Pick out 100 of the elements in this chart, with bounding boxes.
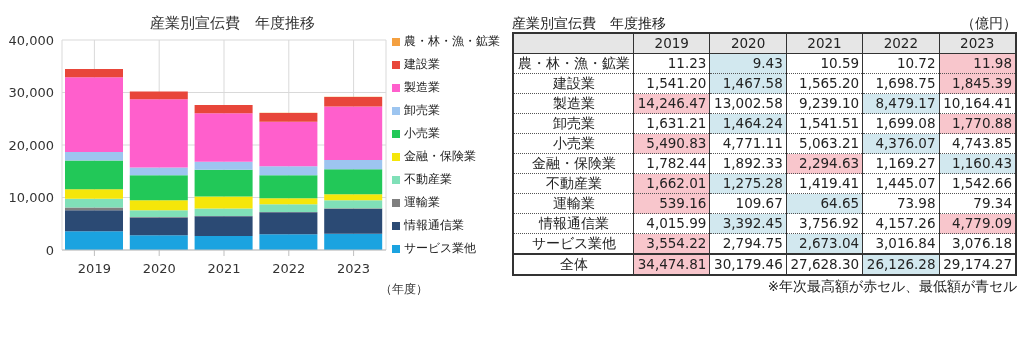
data-label: 1,541.51 [786,113,863,134]
y-tick-label: 建設業 [513,73,634,94]
bar [65,231,123,250]
bar [65,77,123,152]
bar [129,210,188,217]
bar [129,167,188,176]
data-label: 1,770.88 [939,113,1016,134]
data-label: 1,169.27 [862,153,940,174]
bar [65,160,123,190]
x-tick-label: 2020 [142,261,176,277]
data-label: 4,015.99 [633,213,710,234]
bar [65,198,123,208]
bar [259,121,318,167]
x-tick-label: 2023 [337,261,371,277]
data-label: 1,782.44 [633,153,710,174]
data-label: 1,160.43 [939,153,1016,174]
data-label: 30,179.46 [709,254,787,275]
data-label: 2,794.75 [709,233,787,254]
data-label: 10.72 [862,53,940,74]
y-tick-label: 0 [45,242,54,258]
x-tick-label: 2020 [709,33,787,54]
data-label: 4,779.09 [939,213,1016,234]
data-label: 4,157.26 [862,213,940,234]
bar [259,198,318,205]
bar [259,234,318,250]
data-label: 3,016.84 [862,233,940,254]
bar [65,69,123,78]
data-label: 1,565.20 [786,73,863,94]
data-label: 11.98 [939,53,1016,74]
y-tick-label: 農・林・漁・鉱業 [513,53,634,74]
y-tick-label: 卸売業 [513,113,634,134]
bar [324,159,383,170]
legend-label: 建設業 [403,56,441,73]
bar [194,208,253,216]
bar [324,169,383,195]
data-label: 27,628.30 [786,254,863,275]
data-label: 1,419.41 [786,173,863,194]
x-tick-label: 2023 [939,33,1016,54]
bar [259,166,318,176]
data-label: 34,474.81 [633,254,710,275]
bar [129,200,188,211]
legend-label: 小売業 [403,125,441,142]
data-label: 11.23 [633,53,710,74]
data-label: 8,479.17 [862,93,940,114]
y-tick-label: 情報通信業 [513,213,634,234]
data-label: 26,126.28 [862,254,940,275]
y-tick-label: 40,000 [8,32,54,48]
data-label: 1,467.58 [709,73,787,94]
bar [324,106,383,160]
data-label: 14,246.47 [633,93,710,114]
bar [324,208,383,234]
data-label: 13,002.58 [709,93,787,114]
data-label: 3,554.22 [633,233,710,254]
y-tick-label: 不動産業 [513,173,634,194]
legend-label: 製造業 [403,79,441,96]
y-tick-label: 製造業 [513,93,634,114]
data-label: 3,076.18 [939,233,1016,254]
data-label: 3,756.92 [786,213,863,234]
bar [65,210,123,232]
data-label: 79.34 [939,193,1016,214]
data-label: 1,542.66 [939,173,1016,194]
bar [259,112,318,122]
y-tick-label: 運輸業 [513,193,634,214]
bar [194,235,253,250]
x-tick-label: 2021 [207,261,241,277]
legend-label: 金融・保険業 [403,148,477,165]
y-tick-label: 金融・保険業 [513,153,634,174]
chart-title: 産業別宣伝費 年度推移 [512,14,666,32]
bar [129,99,188,168]
data-label: 1,892.33 [709,153,787,174]
bar [259,212,318,235]
data-label: 1,845.39 [939,73,1016,94]
data-label: 109.67 [709,193,787,214]
text: （億円） [961,14,1017,32]
data-label: 29,174.27 [939,254,1016,275]
legend-label: 農・林・漁・鉱業 [403,33,500,50]
data-label: 1,275.28 [709,173,787,194]
bar [259,204,318,212]
data-label: 1,662.01 [633,173,710,194]
legend-label: サービス業他 [403,240,477,257]
x-tick-label: 2022 [862,33,940,54]
legend-label: 不動産業 [403,171,453,188]
x-tick-label: 2022 [272,261,306,277]
data-label: 539.16 [633,193,710,214]
bar [194,196,253,209]
data-label: 4,376.07 [862,133,940,154]
bar [194,113,253,162]
data-label: 1,541.20 [633,73,710,94]
bar [65,151,123,161]
legend-label: 情報通信業 [403,217,465,234]
legend-label: 卸売業 [403,102,441,119]
data-label: 9.43 [709,53,787,74]
y-tick-label: 30,000 [8,85,54,101]
bar [129,175,188,201]
bar [324,96,383,107]
bar [324,194,383,201]
y-tick-label: サービス業他 [513,233,634,254]
data-label: 1,464.24 [709,113,787,134]
data-label: 10.59 [786,53,863,74]
data-label: 1,698.75 [862,73,940,94]
